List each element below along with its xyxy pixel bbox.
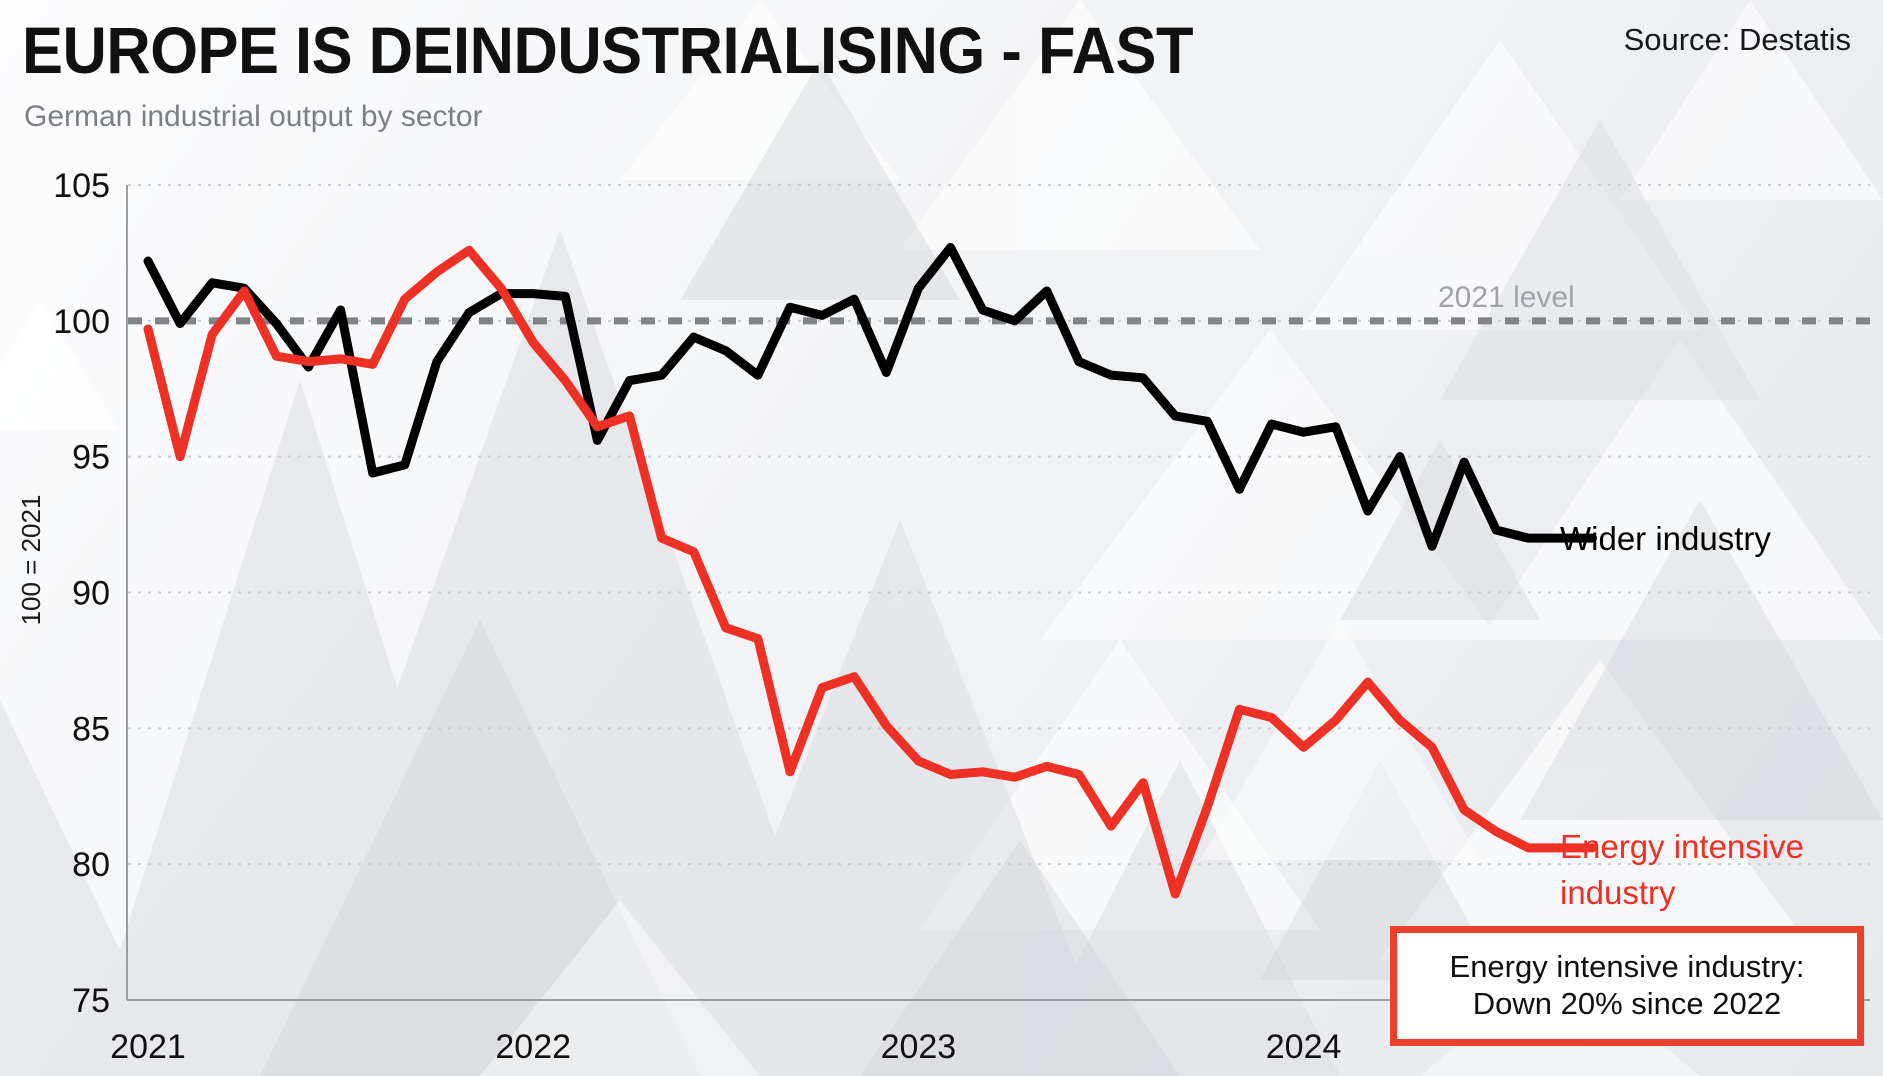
x-tick-label: 2023 [881, 1028, 957, 1066]
page-title: EUROPE IS DEINDUSTRIALISING - FAST [22, 13, 1193, 87]
x-tick-label: 2022 [495, 1028, 571, 1066]
y-tick-label: 80 [72, 846, 110, 884]
series-inline-labels: Wider industry Energy intensive industry [1560, 520, 1804, 911]
callout-line-1: Energy intensive industry: [1449, 949, 1805, 985]
x-axis-tick-labels: 2021 2022 2023 2024 [110, 1028, 1341, 1066]
y-tick-label: 90 [72, 575, 110, 613]
series-label-energy-intensive-line2: industry [1560, 874, 1676, 911]
y-tick-label: 85 [72, 710, 110, 748]
y-tick-label: 100 [53, 303, 110, 341]
y-tick-label: 105 [53, 167, 110, 205]
callout-line-2: Down 20% since 2022 [1472, 986, 1782, 1021]
data-series-lines [143, 242, 1597, 899]
y-tick-label: 75 [72, 982, 110, 1020]
y-axis-title: 100 = 2021 [16, 495, 46, 626]
y-axis-tick-labels: 75 80 85 90 95 100 105 [53, 167, 110, 1020]
series-line-energy-intensive-industry [143, 245, 1597, 899]
callout-box: Energy intensive industry: Down 20% sinc… [1390, 926, 1864, 1046]
reference-line-2021: 2021 level [128, 281, 1870, 325]
series-label-wider-industry: Wider industry [1560, 520, 1771, 557]
source-label: Source: Destatis [1623, 22, 1851, 57]
x-tick-label: 2021 [110, 1028, 186, 1066]
chart-subtitle: German industrial output by sector [24, 100, 483, 133]
header: EUROPE IS DEINDUSTRIALISING - FAST Germa… [0, 0, 1883, 160]
x-tick-label: 2024 [1266, 1028, 1342, 1066]
series-line-wider-industry [143, 242, 1597, 551]
y-tick-label: 95 [72, 439, 110, 477]
reference-line-label: 2021 level [1438, 281, 1575, 314]
series-label-energy-intensive-line1: Energy intensive [1560, 828, 1804, 865]
